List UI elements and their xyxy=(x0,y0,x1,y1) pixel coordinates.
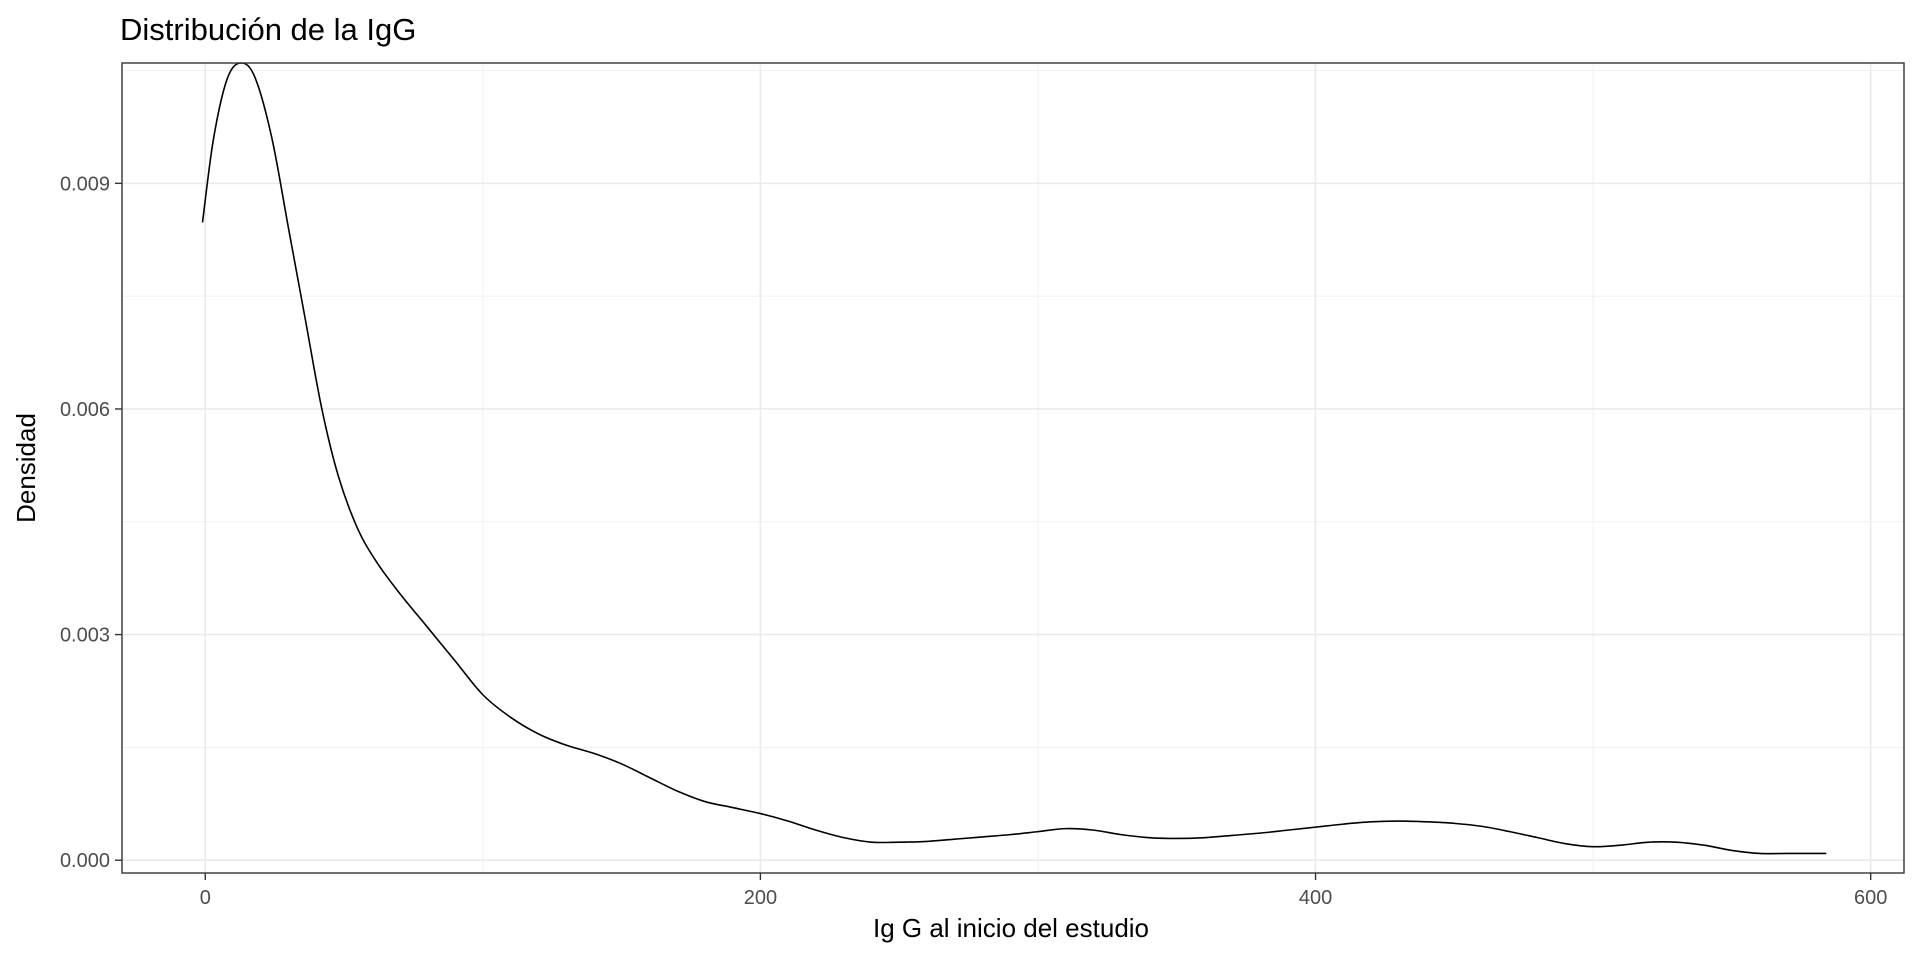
y-tick-label: 0.006 xyxy=(60,399,110,421)
density-line xyxy=(201,62,1827,855)
x-tick-label: 200 xyxy=(744,887,777,909)
y-tick-label: 0.000 xyxy=(60,850,110,872)
y-axis-title: Densidad xyxy=(11,413,41,523)
axis-ticks: 0 200 400 600 0.000 0.003 0.006 0.009 xyxy=(60,173,1887,909)
x-tick-label: 0 xyxy=(200,887,211,909)
chart-title: Distribución de la IgG xyxy=(120,12,416,47)
panel-border xyxy=(121,62,1905,874)
x-axis-title: Ig G al inicio del estudio xyxy=(873,913,1149,943)
plot-lines xyxy=(201,62,1827,855)
grid-lines xyxy=(122,63,1904,873)
x-tick-label: 600 xyxy=(1854,887,1887,909)
y-tick-label: 0.009 xyxy=(60,173,110,195)
y-tick-label: 0.003 xyxy=(60,625,110,647)
x-tick-label: 400 xyxy=(1299,887,1332,909)
